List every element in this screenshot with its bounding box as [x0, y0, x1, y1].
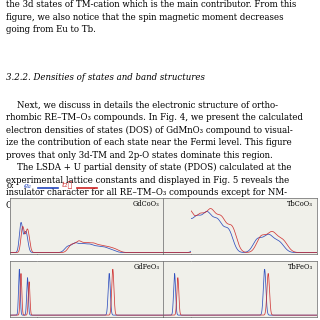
Text: Next, we discuss in details the electronic structure of ortho-
rhombic RE–TM–O₃ : Next, we discuss in details the electron… — [6, 100, 303, 210]
Text: t₂⁧: t₂⁧ — [61, 182, 73, 190]
Text: TbCoO₃: TbCoO₃ — [287, 200, 313, 208]
Text: the 3d states of TM-cation which is the main contributor. From this
figure, we a: the 3d states of TM-cation which is the … — [6, 0, 297, 34]
Text: GdCoO₃: GdCoO₃ — [133, 200, 159, 208]
Text: GdFeO₃: GdFeO₃ — [133, 263, 159, 271]
Text: TbFeO₃: TbFeO₃ — [288, 263, 313, 271]
Text: eₐ: eₐ — [24, 182, 31, 190]
Text: 3.2.2. Densities of states and band structures: 3.2.2. Densities of states and band stru… — [6, 73, 205, 82]
Text: o:: o: — [6, 181, 14, 190]
